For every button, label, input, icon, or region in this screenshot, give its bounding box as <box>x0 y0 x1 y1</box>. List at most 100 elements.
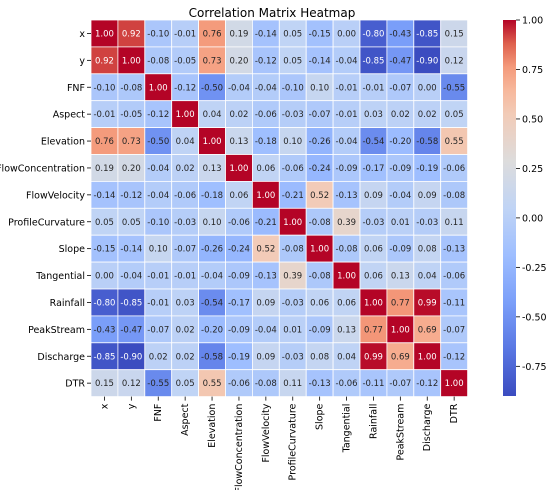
cell-value-label: -0.85 <box>362 56 384 66</box>
heatmap-cell <box>278 154 307 182</box>
heatmap-cell <box>278 100 307 128</box>
colorbar-tick-label: 1.00 <box>522 16 543 27</box>
cell-value-label: 0.69 <box>418 325 437 335</box>
heatmap-cell <box>225 46 253 75</box>
cell-value-label: -0.43 <box>389 29 411 39</box>
cell-value-label: 0.55 <box>445 137 464 147</box>
heatmap-cell <box>278 261 307 290</box>
cell-value-label: 0.76 <box>203 29 222 39</box>
cell-value-label: -0.12 <box>174 83 196 93</box>
row-label: y <box>79 56 85 67</box>
heatmap-cell <box>413 127 442 155</box>
cell-value-label: -0.04 <box>120 272 142 282</box>
heatmap-cell <box>413 261 442 290</box>
colorbar <box>503 20 516 396</box>
cell-value-label: 0.09 <box>418 191 437 201</box>
row-label: ProfileCurvature <box>8 217 85 228</box>
cell-value-label: -0.03 <box>416 218 438 228</box>
column-label: FNF <box>153 404 164 422</box>
heatmap-cell <box>225 261 253 290</box>
cell-value-label: 0.02 <box>391 110 410 120</box>
cell-value-label: -0.10 <box>147 29 169 39</box>
cell-value-label: 1.00 <box>229 164 248 174</box>
cell-value-label: -0.08 <box>443 191 465 201</box>
cell-value-label: -0.06 <box>443 164 465 174</box>
cell-value-label: -0.04 <box>255 325 277 335</box>
heatmap-cell <box>386 127 415 155</box>
heatmap-cell <box>332 127 361 155</box>
cell-value-label: -0.08 <box>255 379 277 389</box>
column-label: FlowVelocity <box>261 403 272 462</box>
heatmap-cell <box>117 19 146 48</box>
cell-value-label: 0.04 <box>337 352 356 362</box>
heatmap-cells <box>90 19 469 398</box>
cell-value-label: 1.00 <box>149 83 168 93</box>
cell-value-label: 1.00 <box>445 379 464 389</box>
row-label: Aspect <box>53 110 86 121</box>
cell-value-label: -0.06 <box>228 218 250 228</box>
cell-value-label: -0.04 <box>336 56 358 66</box>
cell-value-label: 0.00 <box>95 272 114 282</box>
cell-value-label: -0.07 <box>174 245 196 255</box>
heatmap-cell <box>144 73 173 102</box>
cell-value-label: -0.80 <box>362 29 384 39</box>
colorbar-tick-label: 0.50 <box>522 114 543 125</box>
heatmap-cell <box>144 46 173 75</box>
column-labels: x y FNF Aspect Elevation FlowConcentration Flo… <box>99 396 460 493</box>
heatmap-cell <box>386 154 415 182</box>
cell-value-label: -0.90 <box>120 352 142 362</box>
column-label: Elevation <box>207 404 218 448</box>
heatmap-cell <box>332 207 361 236</box>
cell-value-label: -0.85 <box>93 352 115 362</box>
cell-value-label: 0.13 <box>391 272 410 282</box>
cell-value-label: -0.01 <box>93 110 115 120</box>
cell-value-label: -0.07 <box>389 83 411 93</box>
cell-value-label: 0.03 <box>364 110 383 120</box>
cell-value-label: 0.73 <box>122 137 141 147</box>
cell-value-label: -0.50 <box>201 83 223 93</box>
column-label: Rainfall <box>368 404 379 439</box>
cell-value-label: 0.13 <box>229 137 248 147</box>
heatmap-cell <box>278 73 307 102</box>
heatmap-cell <box>305 369 334 398</box>
cell-value-label: 0.00 <box>337 29 356 39</box>
cell-value-label: -0.58 <box>416 137 438 147</box>
cell-value-label: -0.10 <box>282 83 304 93</box>
heatmap-cell <box>144 288 173 317</box>
column-label: DTR <box>449 403 460 423</box>
cell-value-label: 0.02 <box>229 110 248 120</box>
cell-value-label: -0.03 <box>282 298 304 308</box>
cell-value-label: -0.01 <box>336 110 358 120</box>
row-label: DTR <box>65 379 85 390</box>
heatmap-cell <box>171 234 199 263</box>
cell-value-label: 0.55 <box>203 379 222 389</box>
colorbar-tick-label: -0.75 <box>522 362 547 373</box>
heatmap-cell <box>171 154 199 182</box>
cell-value-label: -0.14 <box>255 29 277 39</box>
cell-value-label: 0.01 <box>283 325 302 335</box>
cell-value-label: -0.43 <box>93 325 115 335</box>
cell-value-label: 0.01 <box>391 218 410 228</box>
cell-value-label: 0.05 <box>283 29 302 39</box>
cell-value-label: -0.04 <box>255 83 277 93</box>
cell-value-label: 0.06 <box>310 298 329 308</box>
cell-value-label: -0.07 <box>309 110 331 120</box>
heatmap-cell <box>251 100 280 128</box>
cell-value-label: 0.02 <box>176 325 195 335</box>
cell-value-label: 0.08 <box>418 245 437 255</box>
cell-value-label: -0.04 <box>147 191 169 201</box>
heatmap-cell <box>359 100 388 128</box>
cell-value-label: -0.05 <box>174 56 196 66</box>
row-label: PeakStream <box>28 325 85 336</box>
column-label: ProfileCurvature <box>288 403 299 480</box>
cell-value-label: -0.18 <box>201 191 223 201</box>
heatmap-cell <box>359 154 388 182</box>
heatmap-cell <box>440 19 469 48</box>
heatmap-cell <box>359 234 388 263</box>
cell-value-label: -0.18 <box>255 137 277 147</box>
cell-value-label: 0.99 <box>418 298 437 308</box>
colorbar-tick-label: 0.25 <box>522 164 543 175</box>
cell-value-label: -0.06 <box>443 272 465 282</box>
cell-value-label: -0.06 <box>255 110 277 120</box>
